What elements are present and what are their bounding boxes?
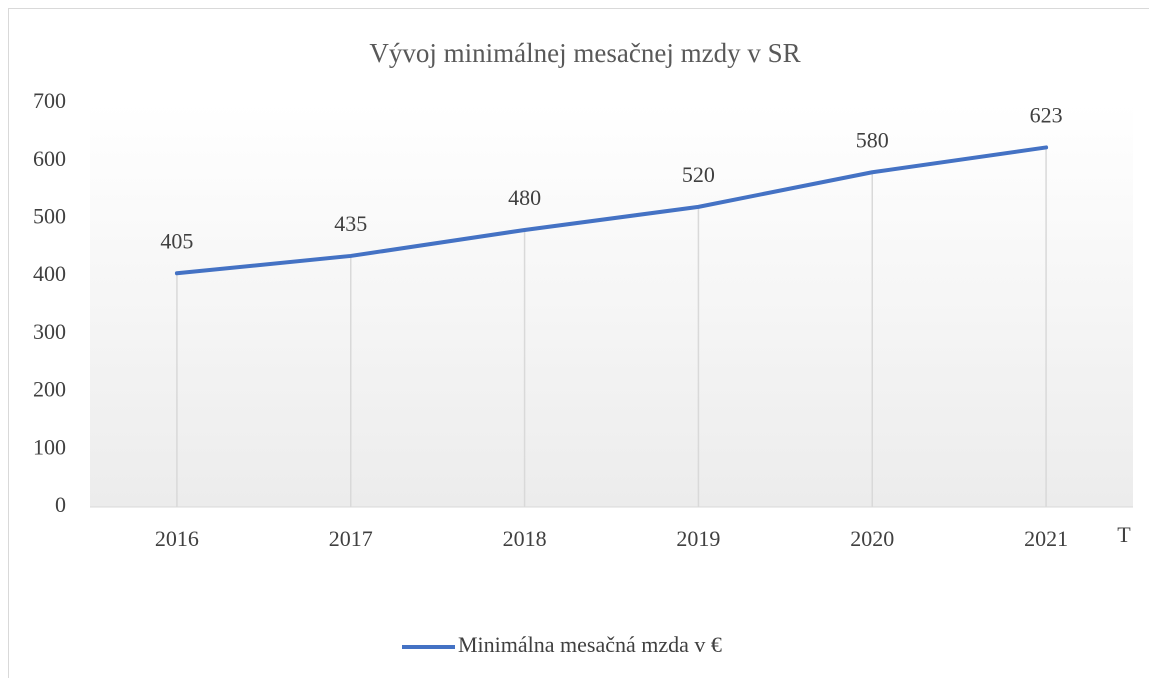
data-label: 623	[1030, 102, 1063, 127]
data-label: 480	[508, 185, 541, 210]
y-tick-label: 700	[33, 88, 66, 113]
data-label: 520	[682, 162, 715, 187]
x-tick-label: 2020	[850, 526, 894, 551]
y-tick-label: 400	[33, 261, 66, 286]
chart-title: Vývoj minimálnej mesačnej mzdy v SR	[369, 38, 800, 68]
x-tick-label: 2018	[503, 526, 547, 551]
y-tick-label: 300	[33, 319, 66, 344]
x-tick-label: 2016	[155, 526, 199, 551]
y-tick-label: 100	[33, 434, 66, 459]
y-tick-label: 200	[33, 377, 66, 402]
x-tick-label: 2017	[329, 526, 373, 551]
data-label: 435	[334, 211, 367, 236]
x-axis-label: T	[1117, 522, 1131, 547]
data-label: 580	[856, 127, 889, 152]
y-tick-label: 600	[33, 146, 66, 171]
legend-label: Minimálna mesačná mzda v €	[458, 632, 722, 657]
y-tick-label: 0	[55, 492, 66, 517]
y-tick-label: 500	[33, 203, 66, 228]
x-tick-label: 2021	[1024, 526, 1068, 551]
data-label: 405	[160, 228, 193, 253]
plot-area	[90, 103, 1133, 507]
x-tick-label: 2019	[676, 526, 720, 551]
